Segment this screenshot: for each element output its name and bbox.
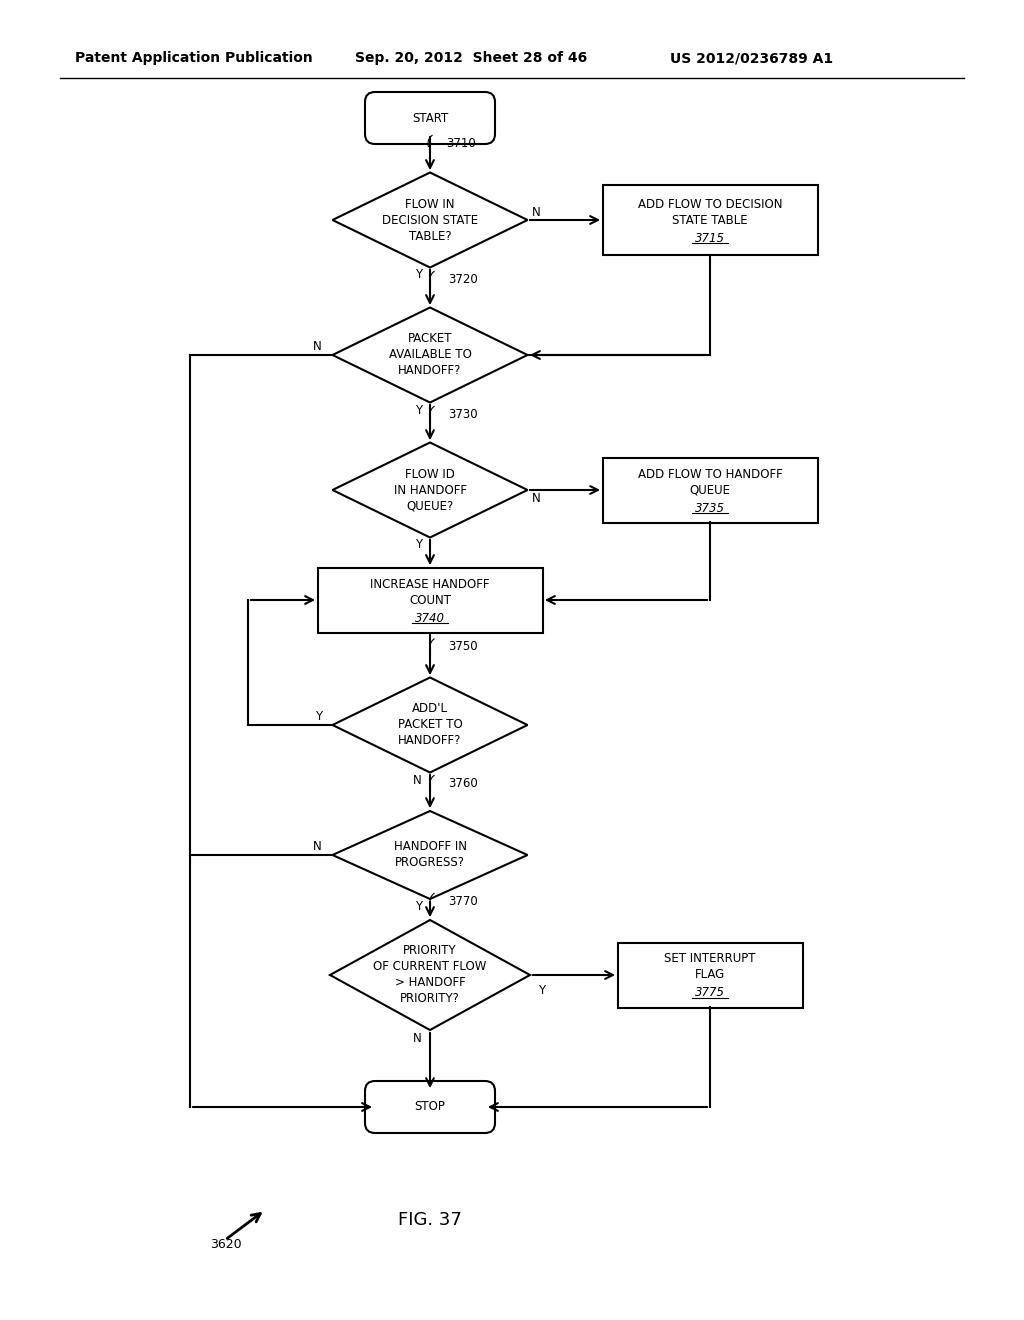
Polygon shape bbox=[333, 677, 527, 772]
Text: N: N bbox=[532, 206, 541, 219]
Text: FIG. 37: FIG. 37 bbox=[398, 1210, 462, 1229]
Text: Y: Y bbox=[415, 268, 422, 281]
Text: 3710: 3710 bbox=[446, 137, 476, 150]
Text: N: N bbox=[313, 841, 322, 854]
Text: 3775: 3775 bbox=[695, 986, 725, 999]
Bar bbox=[602, 185, 817, 255]
Text: Y: Y bbox=[415, 900, 422, 913]
Text: HANDOFF IN
PROGRESS?: HANDOFF IN PROGRESS? bbox=[393, 841, 467, 870]
Polygon shape bbox=[333, 308, 527, 403]
FancyBboxPatch shape bbox=[365, 92, 495, 144]
Text: INCREASE HANDOFF
COUNT: INCREASE HANDOFF COUNT bbox=[371, 578, 489, 606]
Bar bbox=[317, 568, 543, 632]
Text: 3735: 3735 bbox=[695, 502, 725, 515]
Text: 3620: 3620 bbox=[210, 1238, 242, 1251]
Bar bbox=[617, 942, 803, 1007]
Text: 3715: 3715 bbox=[695, 231, 725, 244]
Polygon shape bbox=[333, 173, 527, 268]
Bar bbox=[602, 458, 817, 523]
Text: Y: Y bbox=[415, 539, 422, 552]
Text: Y: Y bbox=[314, 710, 322, 723]
FancyBboxPatch shape bbox=[365, 1081, 495, 1133]
Text: Y: Y bbox=[538, 983, 545, 997]
Text: 3760: 3760 bbox=[449, 777, 478, 789]
Text: FLOW ID
IN HANDOFF
QUEUE?: FLOW ID IN HANDOFF QUEUE? bbox=[393, 467, 467, 512]
Text: PRIORITY
OF CURRENT FLOW
> HANDOFF
PRIORITY?: PRIORITY OF CURRENT FLOW > HANDOFF PRIOR… bbox=[374, 945, 486, 1006]
Text: ADD FLOW TO HANDOFF
QUEUE: ADD FLOW TO HANDOFF QUEUE bbox=[638, 467, 782, 496]
Text: Y: Y bbox=[415, 404, 422, 417]
Text: SET INTERRUPT
FLAG: SET INTERRUPT FLAG bbox=[665, 953, 756, 982]
Polygon shape bbox=[333, 442, 527, 537]
Text: N: N bbox=[532, 491, 541, 504]
Text: 3720: 3720 bbox=[449, 273, 478, 286]
Text: 3770: 3770 bbox=[449, 895, 478, 908]
Text: 3740: 3740 bbox=[415, 611, 445, 624]
Text: Sep. 20, 2012  Sheet 28 of 46: Sep. 20, 2012 Sheet 28 of 46 bbox=[355, 51, 587, 65]
Text: 3750: 3750 bbox=[449, 640, 477, 653]
Polygon shape bbox=[330, 920, 530, 1030]
Text: US 2012/0236789 A1: US 2012/0236789 A1 bbox=[670, 51, 834, 65]
Text: START: START bbox=[412, 111, 449, 124]
Text: N: N bbox=[313, 341, 322, 354]
Text: N: N bbox=[414, 774, 422, 787]
Text: FLOW IN
DECISION STATE
TABLE?: FLOW IN DECISION STATE TABLE? bbox=[382, 198, 478, 243]
Text: N: N bbox=[414, 1031, 422, 1044]
Text: 3730: 3730 bbox=[449, 408, 477, 421]
Polygon shape bbox=[333, 810, 527, 899]
Text: Patent Application Publication: Patent Application Publication bbox=[75, 51, 312, 65]
Text: STOP: STOP bbox=[415, 1101, 445, 1114]
Text: PACKET
AVAILABLE TO
HANDOFF?: PACKET AVAILABLE TO HANDOFF? bbox=[388, 333, 471, 378]
Text: ADD'L
PACKET TO
HANDOFF?: ADD'L PACKET TO HANDOFF? bbox=[397, 702, 463, 747]
Text: ADD FLOW TO DECISION
STATE TABLE: ADD FLOW TO DECISION STATE TABLE bbox=[638, 198, 782, 227]
